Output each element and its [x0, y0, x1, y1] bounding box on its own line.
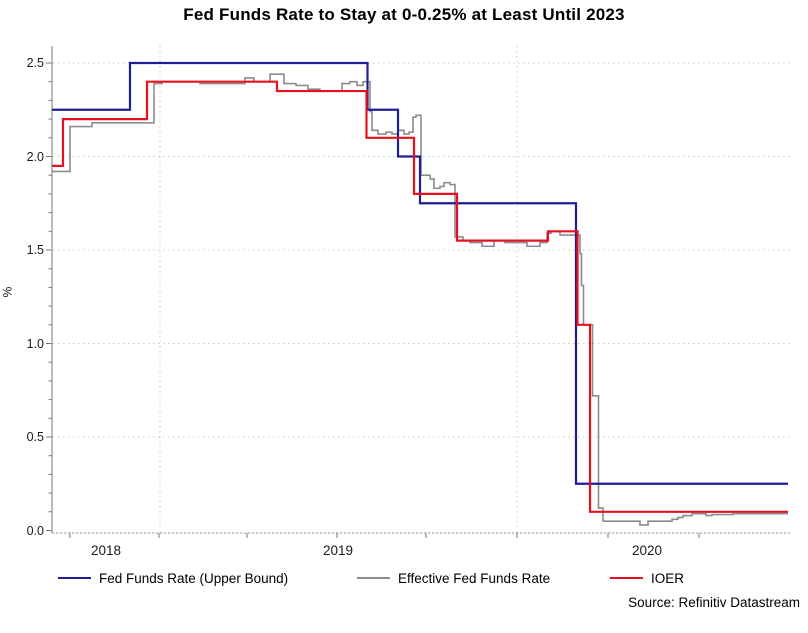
- legend-item-ioer: IOER: [610, 570, 684, 586]
- source-credit: Source: Refinitiv Datastream: [628, 595, 800, 610]
- y-tick-label-1-5: 1.5: [26, 243, 44, 257]
- legend-item-fed-funds-rate: Fed Funds Rate (Upper Bound): [58, 570, 288, 586]
- chart-title: Fed Funds Rate to Stay at 0-0.25% at Lea…: [183, 5, 625, 24]
- x-tick-label-2019: 2019: [322, 543, 354, 558]
- x-tick-label-2018: 2018: [90, 543, 122, 558]
- y-tick-label-2-5: 2.5: [26, 56, 44, 70]
- y-tick-label-0-0: 0.0: [26, 523, 44, 538]
- y-tick-label-0-5: 0.5: [26, 430, 44, 444]
- legend-label-fed-funds-rate: Fed Funds Rate (Upper Bound): [99, 570, 289, 586]
- legend-label-effective-fed-funds-rate: Effective Fed Funds Rate: [398, 570, 551, 586]
- y-tick-label-1-0: 1.0: [26, 336, 44, 351]
- y-tick-label-2-0: 2.0: [26, 149, 44, 164]
- legend-item-effective-fed-funds-rate: Effective Fed Funds Rate: [357, 570, 550, 586]
- y-axis-title: %: [0, 286, 15, 298]
- x-tick-label-2020: 2020: [631, 543, 663, 558]
- legend-label-ioer: IOER: [651, 570, 685, 586]
- legend-line-red-icon: [610, 576, 643, 580]
- legend-line-gray-icon: [357, 577, 390, 579]
- legend-line-navy-icon: [58, 576, 91, 580]
